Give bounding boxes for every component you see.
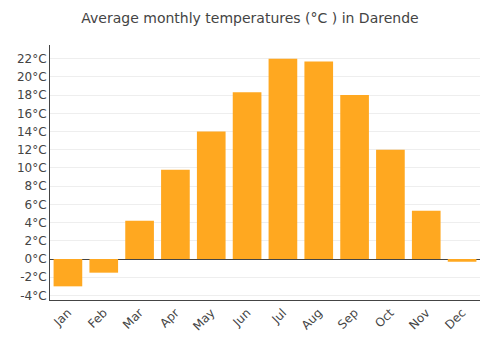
svg-text:Jun: Jun [230,306,254,330]
svg-text:Feb: Feb [85,306,110,331]
svg-text:Average monthly temperatures (: Average monthly temperatures (°C ) in Da… [81,10,418,26]
svg-text:Nov: Nov [406,306,432,332]
svg-text:18°C: 18°C [17,88,47,102]
svg-text:Mar: Mar [120,306,146,332]
svg-text:16°C: 16°C [17,107,47,121]
svg-text:May: May [190,306,217,333]
svg-text:Aug: Aug [299,306,325,332]
svg-text:8°C: 8°C [25,179,47,193]
svg-text:12°C: 12°C [17,143,47,157]
svg-text:Jul: Jul [268,306,289,327]
svg-text:Dec: Dec [442,306,468,332]
svg-text:Jan: Jan [51,306,75,330]
svg-text:Oct: Oct [372,306,397,331]
svg-text:22°C: 22°C [17,52,47,66]
svg-text:10°C: 10°C [17,161,47,175]
svg-text:0°C: 0°C [25,252,47,266]
svg-text:20°C: 20°C [17,70,47,84]
svg-text:Sep: Sep [335,306,361,332]
svg-text:2°C: 2°C [25,234,47,248]
svg-text:6°C: 6°C [25,198,47,212]
svg-text:Apr: Apr [157,306,182,331]
svg-text:-2°C: -2°C [20,270,46,284]
svg-text:14°C: 14°C [17,125,47,139]
svg-text:-4°C: -4°C [20,289,46,303]
svg-text:4°C: 4°C [25,216,47,230]
